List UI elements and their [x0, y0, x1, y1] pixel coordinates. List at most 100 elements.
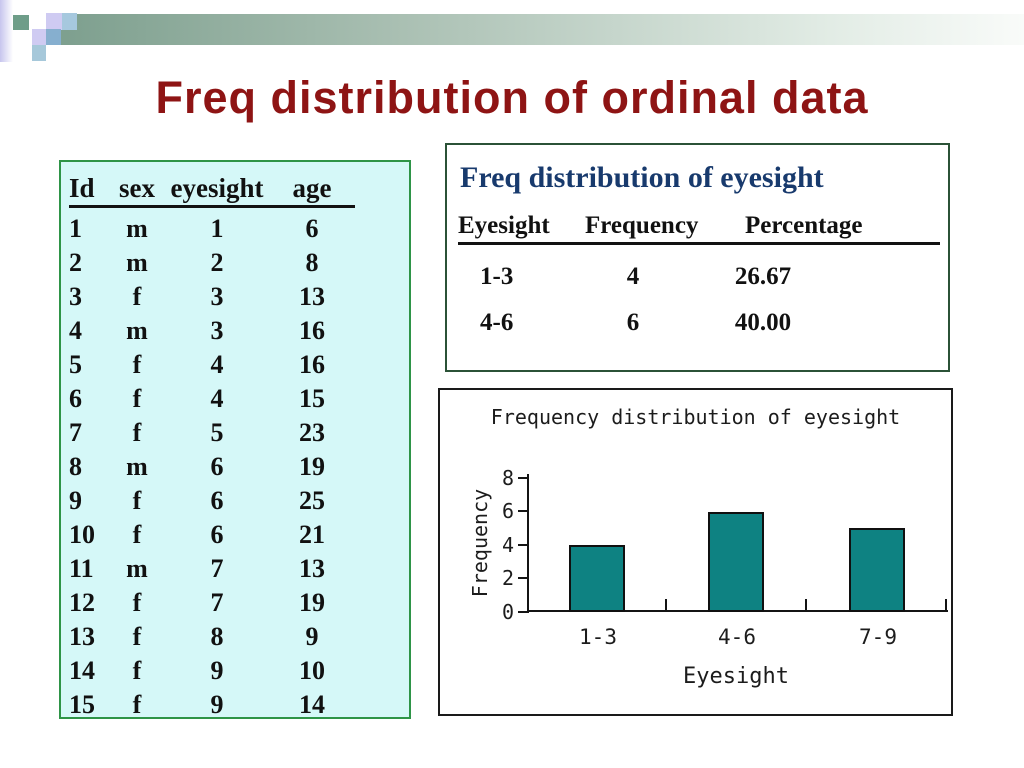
col-header-age: age — [292, 173, 332, 203]
col-header-eyesight: eyesight — [170, 173, 264, 203]
cell-sex: f — [132, 384, 142, 413]
cell-age: 13 — [299, 282, 325, 311]
decor-square-lavender-mid — [32, 29, 46, 45]
y-tick-mark — [518, 611, 527, 613]
cell-age: 10 — [299, 656, 325, 685]
x-tick-mark — [945, 599, 947, 610]
cell-id: 9 — [69, 486, 82, 515]
cell-eyesight: 7 — [210, 554, 224, 583]
cell-age: 19 — [299, 452, 325, 481]
cell-percentage: 40.00 — [734, 309, 792, 336]
table-row: 4 m 3 16 — [69, 314, 355, 348]
cell-sex: f — [132, 282, 142, 311]
raw-data-rows: 1 m 1 6 2 m 2 8 3 f 3 13 — [69, 212, 355, 722]
raw-data-table: Id sex eyesight age 1 m 1 6 2 m 2 8 — [59, 160, 411, 719]
cell-id: 7 — [69, 418, 82, 447]
freq-col-eyesight: Eyesight — [458, 212, 550, 239]
cell-sex: m — [126, 554, 148, 583]
table-row: 11 m 7 13 — [69, 552, 355, 586]
cell-id: 2 — [69, 248, 82, 277]
col-header-id: Id — [69, 173, 95, 203]
table-row: 14 f 9 10 — [69, 654, 355, 688]
freq-col-percentage: Percentage — [745, 212, 863, 239]
cell-id: 8 — [69, 452, 82, 481]
table-row: 5 f 4 16 — [69, 348, 355, 382]
cell-age: 15 — [299, 384, 325, 413]
table-row: 2 m 2 8 — [69, 246, 355, 280]
y-axis-title: Frequency — [468, 488, 492, 598]
table-row: 12 f 7 19 — [69, 586, 355, 620]
y-tick-mark — [518, 510, 527, 512]
cell-age: 16 — [299, 316, 325, 345]
x-category-label: 7-9 — [859, 625, 897, 649]
x-category-label: 4-6 — [718, 625, 756, 649]
cell-sex: f — [132, 656, 142, 685]
cell-percentage: 26.67 — [734, 263, 792, 290]
y-tick-label: 0 — [501, 600, 514, 624]
cell-eyesight: 4 — [210, 350, 224, 379]
table-row: 10 f 6 21 — [69, 518, 355, 552]
cell-id: 14 — [69, 656, 95, 685]
x-category-label: 1-3 — [579, 625, 617, 649]
cell-id: 11 — [69, 554, 94, 583]
raw-data-table-header: Id sex eyesight age — [69, 172, 355, 208]
cell-sex: f — [132, 588, 142, 617]
y-tick-label: 6 — [501, 499, 514, 523]
table-row: 13 f 8 9 — [69, 620, 355, 654]
decor-square-blue-bottom — [32, 45, 46, 61]
table-row: 1 m 1 6 — [69, 212, 355, 246]
freq-table-title: Freq distribution of eyesight — [460, 161, 824, 194]
table-row: 7 f 5 23 — [69, 416, 355, 450]
y-tick-mark — [518, 477, 527, 479]
table-row: 8 m 6 19 — [69, 450, 355, 484]
cell-sex: f — [132, 520, 142, 549]
cell-eyesight: 8 — [210, 622, 224, 651]
y-tick-label: 2 — [501, 566, 514, 590]
cell-age: 21 — [299, 520, 325, 549]
cell-id: 13 — [69, 622, 95, 651]
cell-id: 1 — [69, 214, 82, 243]
cell-age: 16 — [299, 350, 325, 379]
bar-4-6 — [708, 511, 764, 612]
cell-sex: m — [126, 316, 148, 345]
freq-table: Freq distribution of eyesight Eyesight F… — [445, 143, 950, 372]
decor-square-lavender-top — [46, 13, 62, 30]
cell-age: 19 — [299, 588, 325, 617]
cell-eyesight: 6 — [210, 520, 224, 549]
x-tick-mark — [665, 599, 667, 610]
cell-sex: f — [132, 622, 142, 651]
cell-eyesight: 6 — [210, 452, 224, 481]
bar-7-9 — [849, 528, 905, 612]
cell-frequency: 4 — [626, 263, 640, 290]
slide-title: Freq distribution of ordinal data — [155, 72, 869, 123]
cell-sex: f — [132, 418, 142, 447]
x-axis-title: Eyesight — [683, 664, 789, 689]
cell-sex: m — [126, 452, 148, 481]
cell-id: 5 — [69, 350, 82, 379]
cell-id: 10 — [69, 520, 95, 549]
cell-frequency: 6 — [626, 309, 640, 336]
cell-sex: f — [132, 486, 142, 515]
cell-eyesight: 4 — [210, 384, 224, 413]
cell-eyesight: 9 — [210, 656, 224, 685]
cell-age: 8 — [305, 248, 319, 277]
cell-eyesight: 5 — [210, 418, 224, 447]
cell-sex: m — [126, 214, 148, 243]
decor-square-green — [13, 15, 29, 30]
cell-age: 14 — [299, 690, 325, 719]
y-tick-label: 4 — [501, 533, 514, 557]
cell-id: 6 — [69, 384, 82, 413]
table-row: 15 f 9 14 — [69, 688, 355, 722]
cell-class: 4-6 — [480, 309, 514, 336]
freq-table-rows: 1-3 4 26.67 4-6 6 40.00 — [458, 263, 940, 337]
freq-col-frequency: Frequency — [585, 212, 699, 239]
y-tick-label: 8 — [501, 466, 514, 490]
cell-sex: f — [132, 350, 142, 379]
cell-id: 12 — [69, 588, 95, 617]
cell-eyesight: 2 — [210, 248, 224, 277]
x-tick-mark — [805, 599, 807, 610]
decor-square-steel-blue — [46, 29, 61, 45]
cell-age: 9 — [305, 622, 319, 651]
cell-age: 6 — [305, 214, 319, 243]
